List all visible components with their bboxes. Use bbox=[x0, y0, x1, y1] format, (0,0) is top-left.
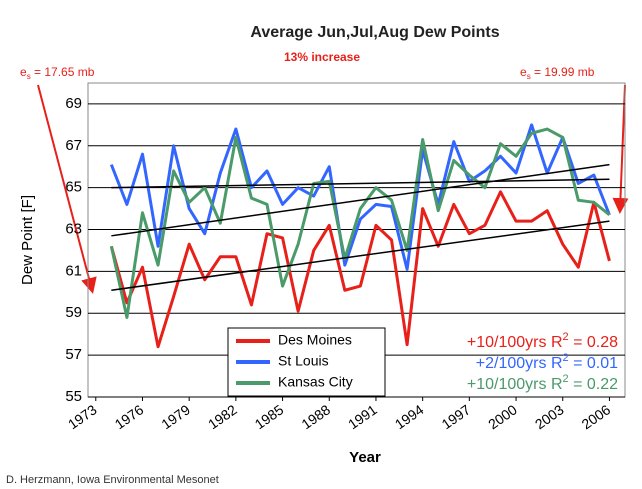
x-tick-label: 1991 bbox=[345, 401, 380, 432]
y-tick-label: 57 bbox=[65, 346, 82, 363]
arrow bbox=[37, 84, 97, 294]
x-tick-label: 1973 bbox=[65, 401, 100, 432]
y-tick-label: 55 bbox=[65, 388, 82, 405]
chart-title: Average Jun,Jul,Aug Dew Points bbox=[250, 24, 499, 41]
annotation: es = 17.65 mb bbox=[20, 65, 95, 81]
trend-line bbox=[111, 220, 610, 291]
credit: D. Herzmann, Iowa Environmental Mesonet bbox=[6, 474, 219, 486]
y-tick-label: 61 bbox=[65, 262, 82, 279]
legend-label: Des Moines bbox=[278, 332, 352, 348]
trend-pre: +10/100yrs R bbox=[467, 334, 563, 351]
x-axis-label: Year bbox=[349, 449, 381, 466]
trend-sup: 2 bbox=[563, 373, 569, 385]
trend-line bbox=[111, 178, 610, 189]
x-tick-label: 1982 bbox=[205, 401, 240, 432]
trend-pre: +10/100yrs R bbox=[467, 376, 563, 393]
annotation-rest: = 19.99 mb bbox=[531, 65, 595, 79]
y-tick-label: 67 bbox=[65, 137, 82, 154]
annotation-base: e bbox=[520, 65, 527, 79]
annotation: es = 19.99 mb bbox=[520, 65, 595, 81]
trend-sup: 2 bbox=[563, 352, 569, 364]
y-tick-label: 59 bbox=[65, 304, 82, 321]
x-tick-label: 1994 bbox=[392, 401, 427, 432]
arrow bbox=[612, 84, 629, 214]
annotation-sub: s bbox=[527, 72, 531, 81]
x-tick-label: 1997 bbox=[438, 401, 473, 432]
trend-post: = 0.22 bbox=[569, 376, 618, 393]
y-tick-label: 63 bbox=[65, 221, 82, 238]
trend-sup: 2 bbox=[563, 331, 569, 343]
trend-text: +2/100yrs R2 = 0.01 bbox=[476, 352, 618, 372]
legend-label: St Louis bbox=[278, 353, 329, 369]
trend-text: +10/100yrs R2 = 0.28 bbox=[467, 331, 618, 351]
x-tick-label: 2000 bbox=[485, 401, 520, 432]
x-tick-label: 2006 bbox=[579, 401, 614, 432]
annotation-sub: s bbox=[27, 72, 31, 81]
trend-text: +10/100yrs R2 = 0.22 bbox=[467, 373, 618, 393]
x-tick-label: 2003 bbox=[532, 401, 567, 432]
trend-line bbox=[111, 163, 610, 237]
series-line bbox=[109, 190, 611, 349]
subtitle: 13% increase bbox=[284, 50, 360, 64]
series-line bbox=[109, 127, 611, 319]
y-axis-label: Dew Point [F] bbox=[19, 195, 36, 285]
annotation-rest: = 17.65 mb bbox=[31, 65, 95, 79]
x-tick-label: 1979 bbox=[158, 401, 193, 432]
trend-post: = 0.01 bbox=[569, 355, 618, 372]
x-tick-label: 1985 bbox=[252, 401, 287, 432]
y-tick-label: 65 bbox=[65, 179, 82, 196]
x-tick-label: 1976 bbox=[112, 401, 147, 432]
trend-pre: +2/100yrs R bbox=[476, 355, 563, 372]
x-tick-label: 1988 bbox=[298, 401, 333, 432]
trend-post: = 0.28 bbox=[569, 334, 618, 351]
legend-label: Kansas City bbox=[278, 374, 353, 390]
y-tick-label: 69 bbox=[65, 95, 82, 112]
annotation-base: e bbox=[20, 65, 27, 79]
